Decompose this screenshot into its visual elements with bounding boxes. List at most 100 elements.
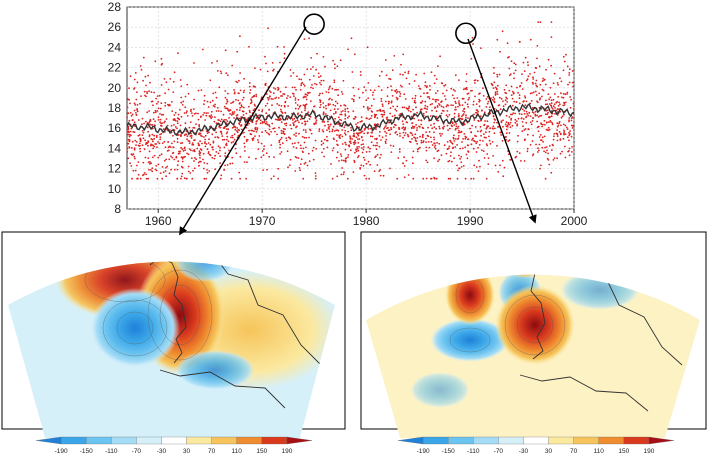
scatter-point: [353, 53, 356, 56]
scatter-point: [362, 91, 364, 94]
scatter-point: [335, 156, 338, 159]
scatter-point: [412, 127, 415, 129]
colorbar-label: 70: [208, 448, 216, 455]
scatter-point: [329, 109, 332, 112]
scatter-point: [248, 82, 251, 84]
scatter-point: [461, 104, 464, 106]
scatter-point: [219, 126, 222, 129]
scatter-point: [173, 114, 176, 116]
scatter-point: [346, 177, 349, 180]
scatter-point: [266, 96, 269, 99]
scatter-point: [373, 89, 376, 92]
scatter-point: [472, 147, 475, 150]
scatter-point: [131, 113, 134, 116]
scatter-point: [538, 143, 541, 146]
scatter-point: [164, 92, 167, 95]
scatter-point: [336, 102, 339, 105]
scatter-point: [322, 130, 325, 133]
scatter-point: [457, 135, 460, 137]
scatter-point: [403, 156, 405, 159]
scatter-point: [224, 96, 227, 99]
scatter-point: [204, 141, 206, 143]
scatter-point: [479, 125, 482, 128]
scatter-point: [358, 145, 360, 148]
scatter-point: [303, 136, 306, 139]
scatter-point: [571, 70, 574, 72]
scatter-point: [280, 129, 283, 132]
scatter-point: [384, 140, 387, 143]
scatter-point: [557, 83, 559, 86]
scatter-point: [207, 142, 210, 144]
scatter-point: [365, 177, 368, 180]
scatter-point: [383, 127, 385, 130]
scatter-point: [287, 136, 290, 139]
scatter-point: [231, 134, 234, 137]
scatter-point: [363, 159, 366, 161]
scatter-point: [274, 97, 276, 100]
scatter-point: [461, 141, 463, 143]
scatter-point: [291, 142, 294, 145]
scatter-point: [536, 114, 539, 117]
scatter-point: [128, 146, 131, 148]
scatter-point: [553, 93, 556, 95]
scatter-point: [352, 171, 355, 174]
scatter-point: [334, 117, 336, 120]
scatter-point: [437, 65, 439, 68]
scatter-point: [406, 121, 409, 124]
scatter-point: [156, 146, 158, 149]
scatter-point: [357, 149, 360, 152]
scatter-point: [571, 127, 574, 129]
scatter-point: [133, 121, 136, 124]
scatter-point: [464, 88, 467, 90]
scatter-point: [482, 95, 485, 97]
scatter-point: [251, 129, 254, 132]
scatter-point: [453, 116, 456, 119]
scatter-point: [454, 90, 456, 92]
scatter-point: [304, 93, 307, 96]
scatter-point: [370, 104, 373, 107]
scatter-point: [401, 120, 404, 123]
scatter-point: [567, 136, 569, 139]
scatter-point: [526, 61, 529, 64]
scatter-point: [375, 128, 377, 131]
scatter-point: [344, 124, 347, 126]
scatter-point: [390, 126, 392, 129]
scatter-point: [543, 135, 546, 138]
scatter-point: [342, 79, 345, 82]
scatter-point: [333, 81, 336, 84]
scatter-point: [160, 57, 163, 60]
scatter-point: [253, 94, 256, 97]
scatter-point: [561, 150, 563, 153]
scatter-point: [563, 133, 565, 136]
scatter-point: [238, 171, 241, 174]
colorbar-label: 110: [232, 448, 243, 455]
scatter-point: [442, 92, 444, 95]
scatter-point: [213, 157, 216, 160]
scatter-point: [272, 175, 275, 178]
scatter-point: [539, 21, 542, 23]
scatter-point: [280, 132, 283, 135]
scatter-point: [242, 96, 245, 99]
scatter-point: [371, 111, 374, 113]
scatter-point: [545, 99, 547, 102]
scatter-point: [287, 166, 289, 169]
colorbar-swatch: [35, 436, 62, 445]
scatter-point: [325, 107, 327, 110]
scatter-point: [333, 79, 336, 82]
scatter-point: [186, 110, 188, 112]
scatter-point: [339, 134, 342, 136]
scatter-point: [514, 118, 517, 121]
colorbar-label: -110: [467, 448, 480, 455]
scatter-point: [507, 153, 510, 156]
scatter-point: [474, 95, 476, 98]
scatter-point: [392, 145, 395, 148]
scatter-point: [376, 153, 379, 156]
scatter-point: [248, 122, 250, 125]
x-tick-label: 1990: [457, 214, 484, 228]
scatter-point: [343, 126, 346, 129]
scatter-point: [227, 140, 230, 143]
scatter-point: [367, 109, 370, 111]
scatter-point: [152, 144, 155, 147]
scatter-point: [532, 91, 535, 94]
scatter-point: [301, 81, 304, 84]
